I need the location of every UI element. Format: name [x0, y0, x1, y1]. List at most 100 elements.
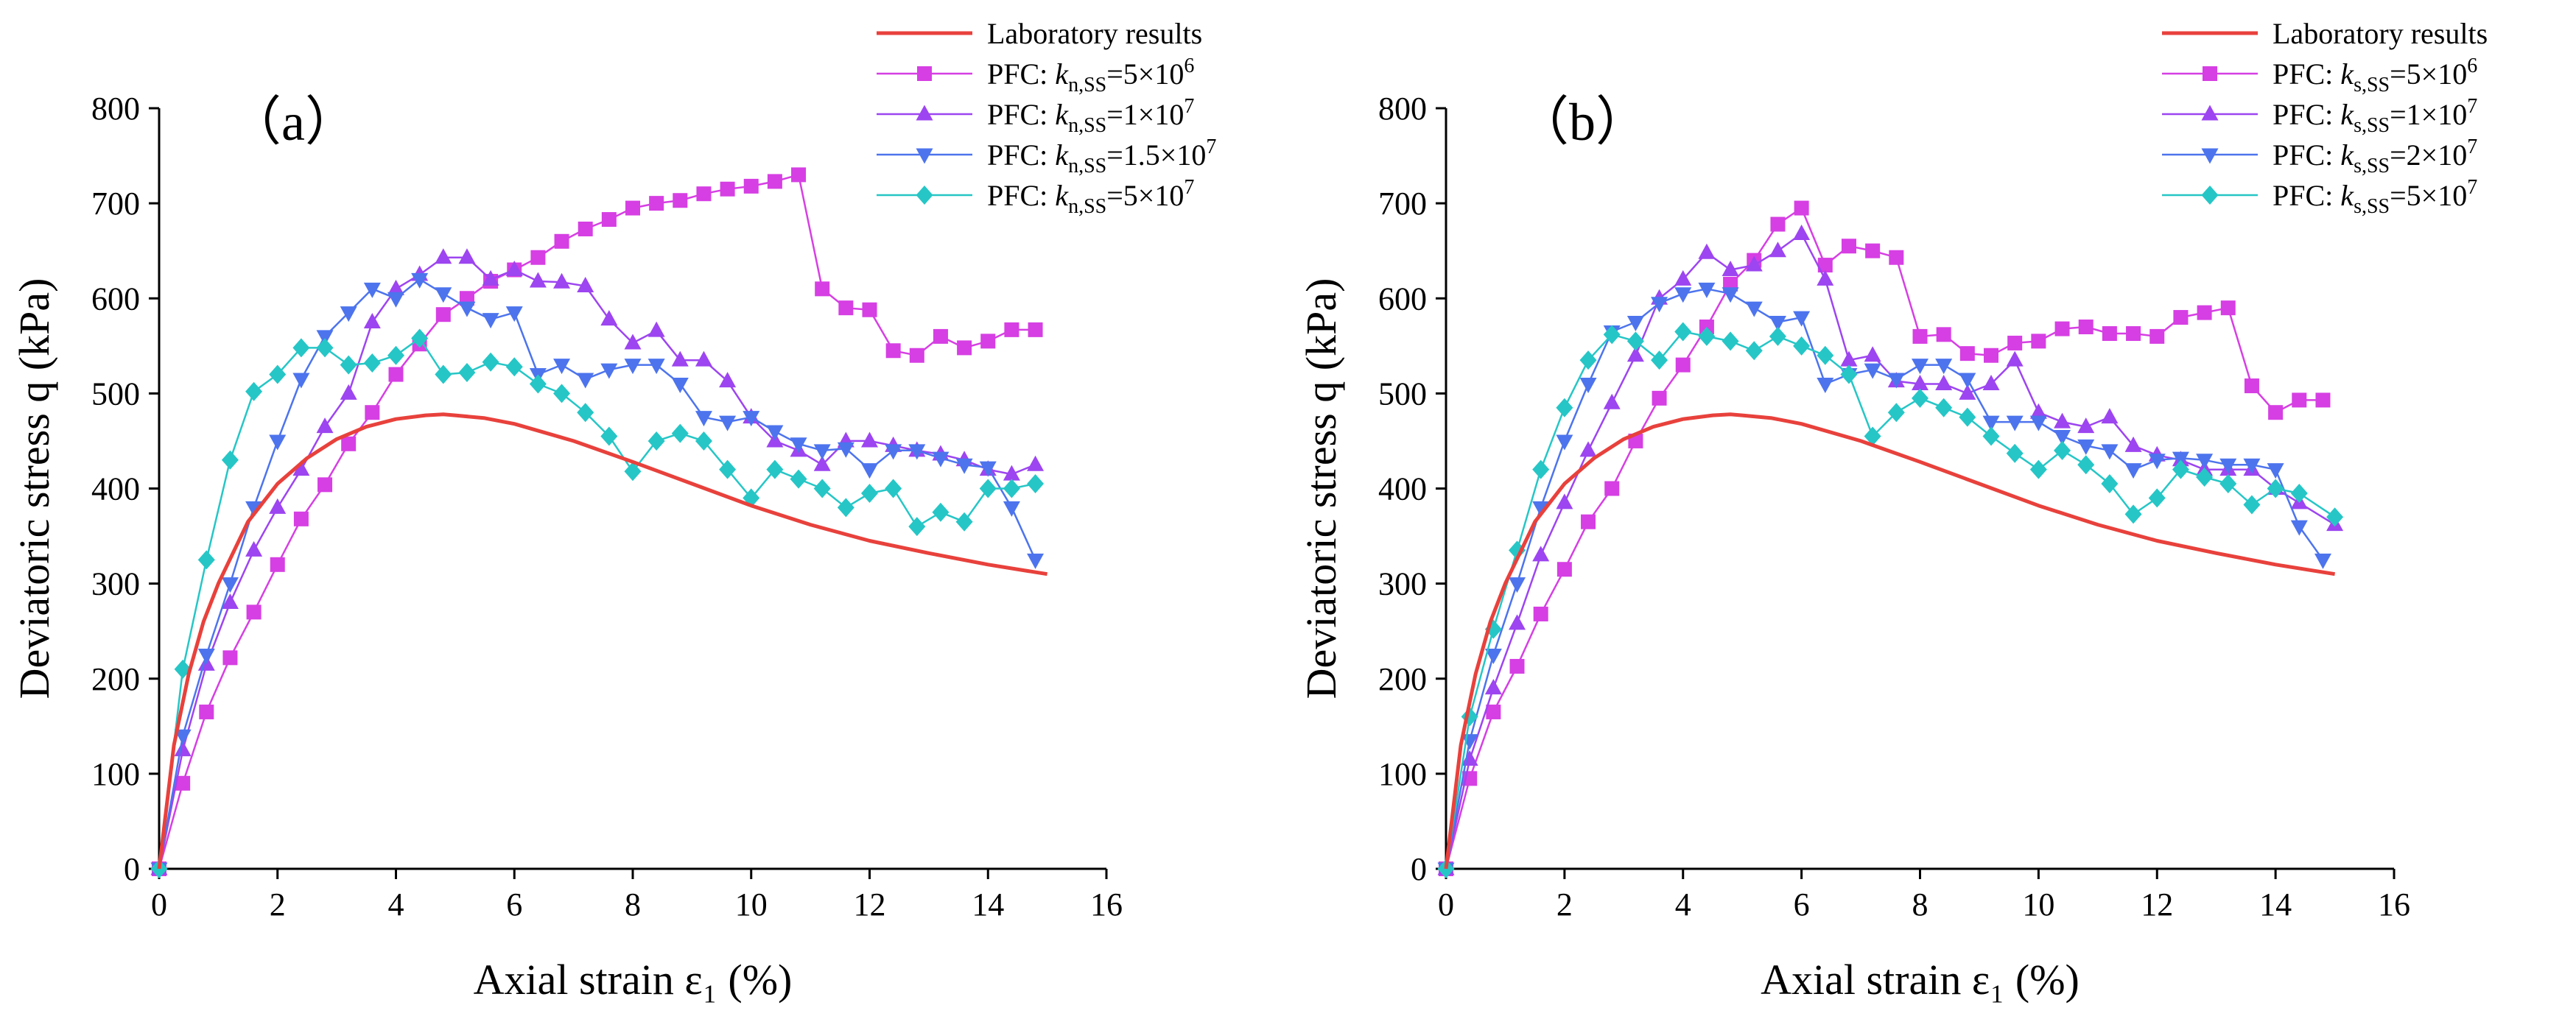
data-point: [1912, 388, 1929, 408]
y-tick-label: 600: [1378, 281, 1427, 317]
legend-k: k: [1055, 57, 1069, 91]
data-point: [2054, 321, 2070, 336]
y-axis-title: Deviatoric stress q (kPa): [1297, 278, 1345, 699]
x-tick-label: 10: [2022, 886, 2054, 923]
y-tick-label: 400: [91, 471, 140, 507]
data-point: [1674, 269, 1692, 286]
data-point: [861, 431, 878, 448]
data-point: [2007, 335, 2023, 350]
data-point: [270, 557, 285, 572]
data-point: [197, 648, 215, 664]
data-point: [2102, 326, 2117, 342]
data-point: [649, 196, 664, 211]
data-point: [1959, 384, 1976, 400]
legend-value: =5×10: [2390, 57, 2467, 91]
y-tick-label: 100: [91, 756, 140, 792]
data-point: [529, 272, 547, 288]
legend-entry-3: PFC: ks,SS=2×107: [2162, 135, 2477, 177]
y-tick-label: 800: [91, 91, 140, 127]
legend-entry-1: PFC: kn,SS=5×106: [877, 54, 1194, 96]
data-point: [2101, 444, 2119, 460]
legend-k: k: [2340, 138, 2354, 172]
series-4: [150, 328, 1045, 878]
x-tick-label: 10: [735, 886, 768, 923]
legend-entry-2: PFC: ks,SS=1×107: [2162, 95, 2477, 137]
legend-value: =1×10: [1106, 98, 1184, 131]
data-point: [932, 502, 950, 522]
legend-k: k: [1055, 98, 1069, 131]
data-point: [1912, 374, 1929, 390]
legend-value: =1.5×10: [1106, 138, 1206, 172]
data-point: [861, 483, 878, 503]
data-point: [837, 498, 854, 518]
legend-marker: [2201, 105, 2219, 121]
legend-exponent: 6: [2467, 54, 2477, 77]
data-point: [1532, 546, 1550, 562]
data-point: [1509, 577, 1526, 593]
data-point: [1817, 377, 1834, 393]
data-point: [505, 306, 523, 322]
data-point: [671, 423, 689, 443]
data-point: [2219, 458, 2237, 474]
data-point: [553, 359, 571, 375]
data-point: [292, 460, 310, 476]
data-point: [269, 364, 287, 384]
data-point: [2243, 495, 2261, 515]
x-tick-label: 8: [625, 886, 641, 923]
data-point: [1509, 614, 1526, 630]
data-point: [600, 363, 618, 379]
data-point: [1887, 403, 1905, 423]
legend-marker: [916, 105, 933, 121]
data-point: [245, 540, 263, 557]
legend-subscript: s,SS: [2354, 155, 2390, 177]
data-point: [2126, 326, 2141, 342]
data-point: [1935, 398, 1953, 417]
data-point: [411, 272, 429, 289]
y-axis-title: Deviatoric stress q (kPa): [10, 278, 58, 699]
data-point: [577, 276, 594, 292]
panel-label: （a）: [228, 93, 358, 152]
data-point: [2173, 310, 2189, 325]
legend-marker: [916, 186, 933, 205]
data-point: [767, 174, 782, 189]
data-point: [955, 458, 973, 474]
data-point: [1865, 243, 1881, 258]
data-point: [790, 437, 807, 454]
data-point: [2029, 403, 2047, 419]
legend-exponent: 7: [2467, 135, 2477, 158]
data-point: [2031, 334, 2046, 349]
data-point: [695, 350, 712, 367]
data-point: [175, 775, 191, 791]
legend-prefix: PFC:: [987, 98, 1055, 131]
data-point: [2054, 440, 2071, 460]
data-point: [1675, 357, 1691, 373]
x-tick-label: 16: [1090, 886, 1123, 923]
data-point: [174, 741, 192, 757]
data-point: [1556, 493, 1573, 510]
data-point: [1579, 377, 1597, 393]
legend-exponent: 7: [1206, 135, 1216, 158]
data-point: [505, 357, 523, 377]
data-point: [885, 444, 902, 460]
data-point: [671, 350, 689, 367]
data-point: [553, 384, 571, 403]
data-point: [1936, 327, 1951, 342]
data-point: [1912, 328, 1928, 344]
x-tick-label: 16: [2378, 886, 2410, 923]
legend-value: =1×10: [2390, 98, 2467, 131]
legend-subscript: n,SS: [1068, 155, 1106, 177]
legend-label: PFC: kn,SS=5×106: [987, 54, 1194, 96]
legend-prefix: PFC:: [2273, 57, 2340, 91]
data-point: [1486, 704, 1501, 719]
y-tick-label: 200: [1378, 661, 1427, 697]
data-point: [2197, 305, 2212, 320]
series-0: [157, 412, 1047, 870]
data-point: [1840, 364, 1858, 384]
data-point: [1959, 346, 1975, 362]
data-point: [1651, 350, 1668, 370]
data-point: [435, 287, 452, 303]
legend-prefix: PFC:: [987, 57, 1055, 91]
legend-entry-0: Laboratory results: [877, 17, 1202, 50]
data-point: [2196, 454, 2214, 470]
x-tick-label: 12: [2141, 886, 2173, 923]
